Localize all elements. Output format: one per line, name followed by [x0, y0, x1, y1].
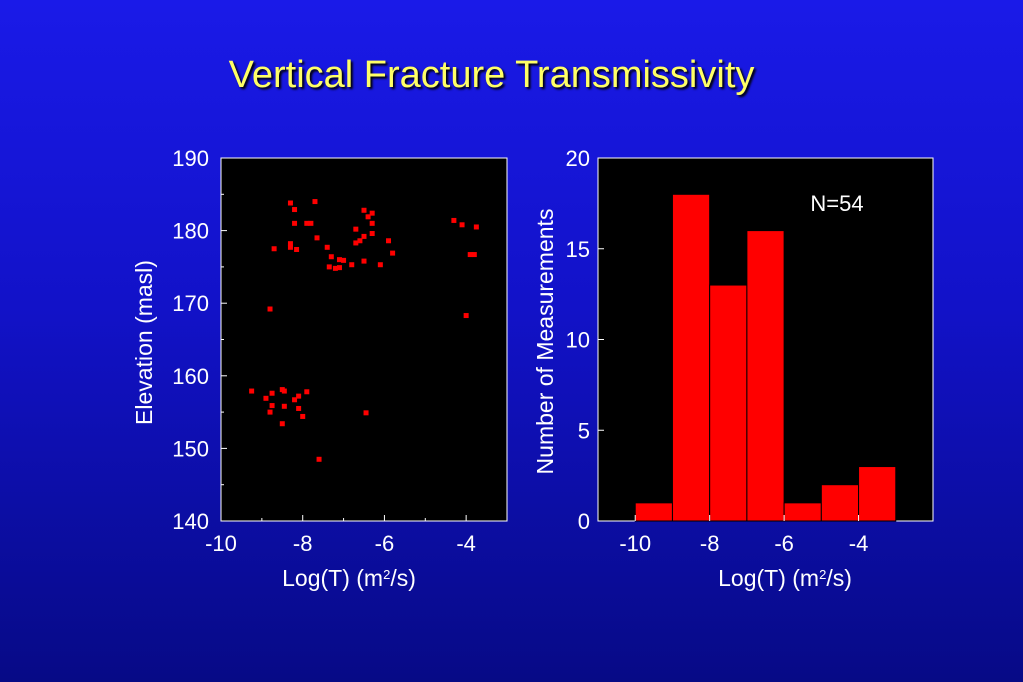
histogram-x-tick-label: -6 — [774, 531, 794, 556]
scatter-point — [361, 233, 367, 239]
scatter-y-tick-label: 180 — [172, 219, 209, 244]
scatter-point — [308, 220, 314, 226]
scatter-point — [459, 222, 465, 228]
scatter-point — [294, 246, 300, 252]
scatter-point — [349, 262, 355, 268]
slide-title: Vertical Fracture Transmissivity — [228, 54, 755, 96]
scatter-point — [326, 264, 332, 270]
scatter-plot-area — [220, 157, 508, 522]
scatter-point — [281, 388, 287, 394]
scatter-point — [451, 217, 457, 223]
scatter-point — [357, 238, 363, 244]
scatter-x-tick-label: -8 — [293, 531, 313, 556]
histogram-y-axis-label: Number of Measurements — [532, 209, 558, 475]
scatter-point — [296, 405, 302, 411]
scatter-point — [473, 224, 479, 230]
scatter-point — [386, 238, 392, 244]
scatter-point — [269, 403, 275, 409]
scatter-point — [369, 220, 375, 226]
histogram-x-axis-label: Log(T) (m2/s) — [718, 565, 852, 591]
histogram-chart: 0 5 10 15 20 -10 -8 -6 -4 Number of Measurement… — [532, 146, 934, 591]
histogram-bar — [709, 284, 748, 522]
scatter-point — [279, 421, 285, 427]
scatter-x-axis-label: Log(T) (m2/s) — [282, 565, 416, 591]
scatter-x-axis: -10 -8 -6 -4 — [205, 515, 508, 556]
scatter-y-tick-label: 150 — [172, 436, 209, 461]
scatter-x-tick-label: -6 — [375, 531, 395, 556]
scatter-y-axis: 140 150 160 170 180 190 — [172, 146, 227, 534]
scatter-point — [304, 220, 310, 226]
histogram-y-tick-label: 20 — [566, 146, 590, 171]
scatter-x-tick-label: -4 — [456, 531, 476, 556]
histogram-bar — [783, 502, 822, 522]
histogram-x-axis: -10 -8 -6 -4 — [619, 515, 868, 556]
scatter-x-tick-label: -10 — [205, 531, 237, 556]
scatter-point — [324, 244, 330, 250]
scatter-point — [377, 262, 383, 268]
scatter-point — [249, 388, 255, 394]
scatter-y-tick-label: 170 — [172, 291, 209, 316]
scatter-point — [287, 244, 293, 250]
scatter-point — [287, 241, 293, 247]
scatter-point — [361, 258, 367, 264]
scatter-point — [300, 413, 306, 419]
scatter-point — [363, 410, 369, 416]
histogram-bar — [858, 466, 897, 522]
scatter-point — [390, 250, 396, 256]
scatter-point — [304, 389, 310, 395]
scatter-point — [271, 246, 277, 252]
scatter-point — [267, 306, 273, 312]
scatter-point — [263, 395, 269, 401]
histogram-count-annotation: N=54 — [810, 191, 863, 216]
histogram-x-tick-label: -4 — [849, 531, 869, 556]
scatter-y-tick-label: 140 — [172, 509, 209, 534]
scatter-point — [353, 240, 359, 246]
scatter-point — [467, 252, 473, 258]
scatter-point — [471, 252, 477, 258]
scatter-point — [361, 207, 367, 213]
histogram-y-tick-label: 10 — [566, 328, 590, 353]
histogram-bar — [671, 193, 711, 522]
scatter-point — [336, 257, 342, 263]
histogram-bar — [820, 484, 860, 522]
histogram-bar — [634, 502, 673, 522]
scatter-point — [328, 254, 334, 260]
histogram-y-tick-label: 5 — [578, 418, 590, 443]
scatter-point — [269, 390, 275, 396]
histogram-y-tick-label: 0 — [578, 509, 590, 534]
histogram-bar — [746, 230, 785, 522]
scatter-point — [336, 265, 342, 271]
scatter-point — [292, 207, 298, 213]
scatter-point — [281, 403, 287, 409]
scatter-point — [365, 214, 371, 220]
scatter-point — [369, 231, 375, 237]
histogram-bars — [634, 193, 897, 522]
scatter-y-axis-label: Elevation (masl) — [131, 260, 157, 425]
scatter-point — [463, 313, 469, 319]
scatter-y-tick-label: 160 — [172, 364, 209, 389]
scatter-points — [249, 199, 479, 462]
scatter-point — [292, 220, 298, 226]
scatter-point — [341, 257, 347, 263]
scatter-point — [287, 200, 293, 206]
scatter-point — [292, 397, 298, 403]
histogram-y-tick-label: 15 — [566, 237, 590, 262]
scatter-point — [314, 235, 320, 241]
scatter-point — [353, 226, 359, 232]
scatter-y-tick-label: 190 — [172, 146, 209, 171]
scatter-point — [312, 199, 318, 205]
scatter-point — [332, 265, 338, 271]
histogram-y-axis: 0 5 10 15 20 — [566, 146, 604, 534]
scatter-point — [267, 409, 273, 415]
histogram-x-tick-label: -10 — [619, 531, 651, 556]
scatter-point — [296, 393, 302, 399]
scatter-point — [316, 456, 322, 462]
scatter-point — [369, 210, 375, 216]
histogram-x-tick-label: -8 — [700, 531, 720, 556]
scatter-chart: 140 150 160 170 180 190 -10 -8 -6 -4 Elevation (… — [131, 146, 508, 591]
